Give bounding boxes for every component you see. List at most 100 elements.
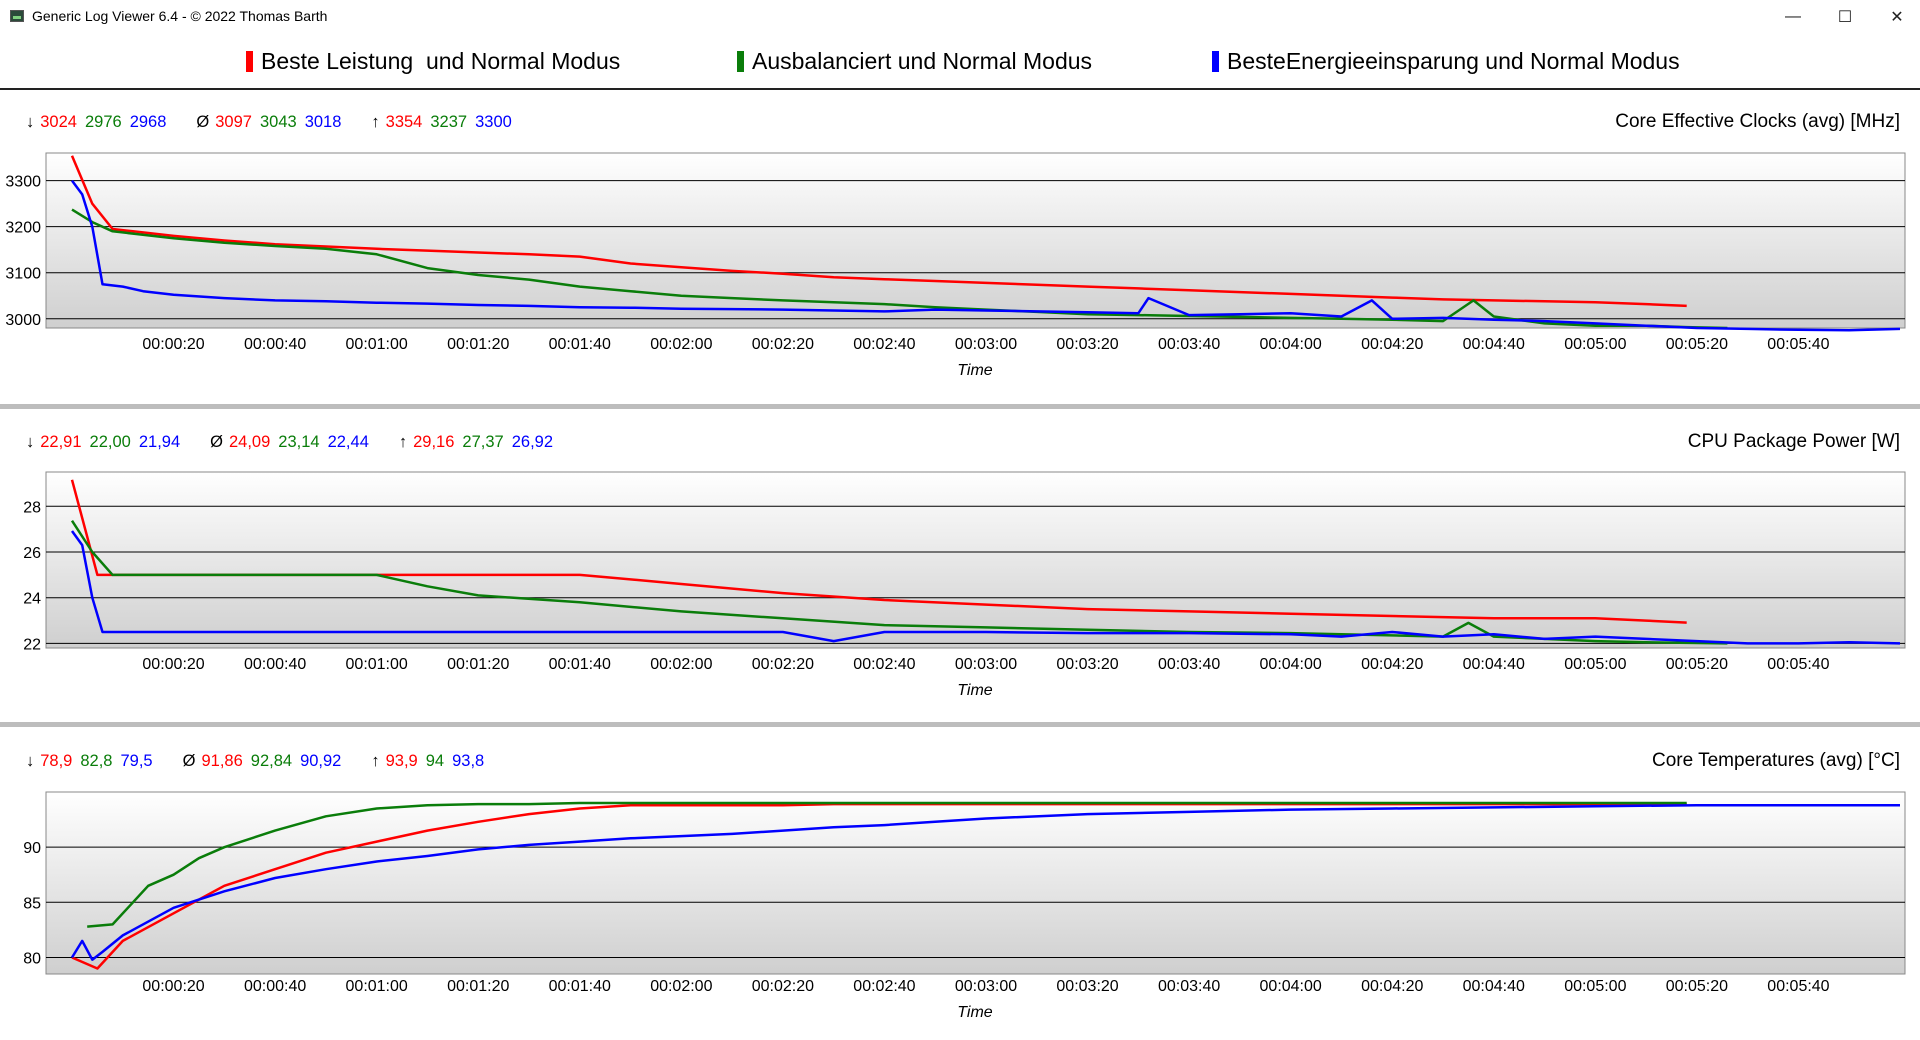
- series-line-blue[interactable]: [70, 530, 1901, 645]
- app-icon: [10, 10, 24, 22]
- x-tick-label: 00:03:40: [1158, 978, 1220, 995]
- legend-item-blue[interactable]: BesteEnergieeinsparung und Normal Modus: [1212, 48, 1680, 75]
- x-tick-label: 00:04:40: [1463, 656, 1525, 673]
- stats-avg: Ø 24,09 23,14 22,44: [210, 433, 377, 451]
- stats-min: ↓ 78,9 82,8 79,5: [26, 752, 161, 770]
- x-tick-label: 00:04:40: [1463, 978, 1525, 995]
- x-tick-label: 00:05:00: [1564, 656, 1626, 673]
- stat-value-blue: 26,92: [511, 433, 554, 451]
- x-tick-label: 00:02:00: [650, 978, 712, 995]
- stat-value-blue: 3300: [475, 113, 512, 131]
- stats-avg: Ø 3097 3043 3018: [196, 113, 349, 131]
- min-symbol: ↓: [26, 752, 35, 770]
- y-tick-label: 80: [23, 950, 41, 967]
- series-line-blue[interactable]: [70, 803, 1900, 961]
- y-tick-label: 24: [23, 591, 41, 608]
- x-tick-label: 00:05:00: [1564, 336, 1626, 353]
- x-tick-label: 00:03:00: [955, 336, 1017, 353]
- y-tick-label: 90: [23, 840, 41, 857]
- avg-symbol: Ø: [210, 433, 223, 451]
- min-symbol: ↓: [26, 113, 35, 131]
- stat-value-blue: 3018: [304, 113, 342, 131]
- x-tick-label: 00:04:20: [1361, 978, 1423, 995]
- stats-min: ↓ 22,91 22,00 21,94: [26, 433, 188, 451]
- avg-symbol: Ø: [196, 113, 210, 131]
- stat-value-green: 3043: [259, 113, 297, 131]
- stat-value-green: 82,8: [80, 752, 113, 770]
- x-tick-label: 00:01:40: [549, 978, 611, 995]
- x-tick-label: 00:02:20: [752, 336, 814, 353]
- stats-max: ↑ 93,9 94 93,8: [371, 752, 492, 770]
- x-tick-label: 00:05:40: [1767, 978, 1829, 995]
- chart-1[interactable]: 3000 3100 3200 3300 00:00:20 00:00:40 00:01:00…: [0, 143, 1920, 391]
- plot-area[interactable]: [45, 471, 1906, 649]
- x-tick-label: 00:05:20: [1666, 336, 1728, 353]
- y-tick-label: 3000: [5, 312, 41, 329]
- stats-avg: Ø 91,86 92,84 90,92: [183, 752, 350, 770]
- chart-3[interactable]: 80 85 90 00:00:20 00:00:40 00:01:00 00:01:20 00…: [0, 782, 1920, 1033]
- stat-value-red: 78,9: [40, 752, 73, 770]
- plot-area[interactable]: [45, 791, 1906, 975]
- stat-value-blue: 79,5: [120, 752, 153, 770]
- stat-value-red: 29,16: [413, 433, 455, 451]
- x-tick-label: 00:02:00: [650, 336, 712, 353]
- x-tick-label: 00:00:20: [142, 978, 204, 995]
- close-button[interactable]: ✕: [1890, 9, 1904, 26]
- x-axis-label: Time: [957, 682, 993, 699]
- stat-value-green: 92,84: [250, 752, 293, 770]
- stats-min: ↓ 3024 2976 2968: [26, 113, 174, 131]
- x-tick-label: 00:04:00: [1260, 978, 1322, 995]
- legend-item-green[interactable]: Ausbalanciert und Normal Modus: [737, 48, 1092, 75]
- y-tick-label: 85: [23, 895, 41, 912]
- x-tick-label: 00:01:00: [346, 336, 408, 353]
- x-tick-label: 00:01:40: [549, 656, 611, 673]
- series-line-blue[interactable]: [70, 179, 1901, 332]
- x-axis-label: Time: [957, 1004, 993, 1021]
- legend-label: BesteEnergieeinsparung und Normal Modus: [1227, 48, 1680, 74]
- stat-value-green: 22,00: [89, 433, 131, 451]
- x-tick-label: 00:05:20: [1666, 978, 1728, 995]
- x-tick-label: 00:00:20: [142, 656, 204, 673]
- y-tick-label: 28: [23, 499, 41, 516]
- x-tick-label: 00:03:20: [1056, 656, 1118, 673]
- stat-value-blue: 21,94: [138, 433, 181, 451]
- stat-value-green: 94: [425, 752, 445, 770]
- minimize-button[interactable]: —: [1785, 8, 1801, 25]
- x-axis-label: Time: [957, 362, 993, 379]
- x-tick-label: 00:03:20: [1056, 978, 1118, 995]
- chart-2[interactable]: 22 24 26 28 00:00:20 00:00:40 00:01:00 00:01:20…: [0, 462, 1920, 711]
- series-line-green[interactable]: [87, 801, 1687, 928]
- legend-label: Ausbalanciert und Normal Modus: [752, 48, 1093, 74]
- series-line-red[interactable]: [70, 155, 1687, 308]
- stat-value-red: 3024: [40, 113, 77, 131]
- stat-value-blue: 22,44: [327, 433, 369, 451]
- stats-max: ↑ 29,16 27,37 26,92: [399, 433, 561, 451]
- title-bar: Generic Log Viewer 6.4 - © 2022 Thomas B…: [0, 0, 1920, 35]
- window-title: Generic Log Viewer 6.4 - © 2022 Thomas B…: [32, 8, 328, 24]
- chart-title: Core Temperatures (avg) [°C]: [1651, 750, 1900, 771]
- chart-title: Core Effective Clocks (avg) [MHz]: [1615, 111, 1900, 132]
- stat-value-blue: 2968: [129, 113, 167, 131]
- panel-separator[interactable]: [0, 404, 1920, 409]
- series-line-green[interactable]: [71, 208, 1728, 330]
- x-tick-label: 00:03:40: [1158, 336, 1220, 353]
- maximize-button[interactable]: ☐: [1837, 9, 1853, 26]
- stat-value-blue: 93,8: [452, 752, 485, 770]
- legend-item-red[interactable]: Beste Leistung und Normal Modus: [246, 48, 620, 75]
- max-symbol: ↑: [398, 433, 408, 451]
- x-tick-label: 00:02:40: [853, 336, 915, 353]
- chart-stats: ↓ 22,91 22,00 21,94 Ø 24,09 23,14 22,44 ↑ 29,16 27…: [26, 433, 583, 452]
- y-tick-label: 26: [23, 545, 41, 562]
- plot-area[interactable]: [45, 152, 1906, 329]
- legend-swatch-green: [737, 51, 744, 72]
- panel-separator[interactable]: [0, 722, 1920, 727]
- x-tick-label: 00:00:40: [244, 656, 306, 673]
- x-tick-label: 00:02:20: [752, 656, 814, 673]
- x-tick-label: 00:03:00: [955, 656, 1017, 673]
- x-tick-label: 00:05:00: [1564, 978, 1626, 995]
- max-symbol: ↑: [371, 113, 380, 131]
- y-tick-label: 3100: [5, 266, 41, 283]
- x-tick-label: 00:04:20: [1361, 336, 1423, 353]
- stat-value-red: 3354: [385, 113, 423, 131]
- stat-value-green: 23,14: [278, 433, 320, 451]
